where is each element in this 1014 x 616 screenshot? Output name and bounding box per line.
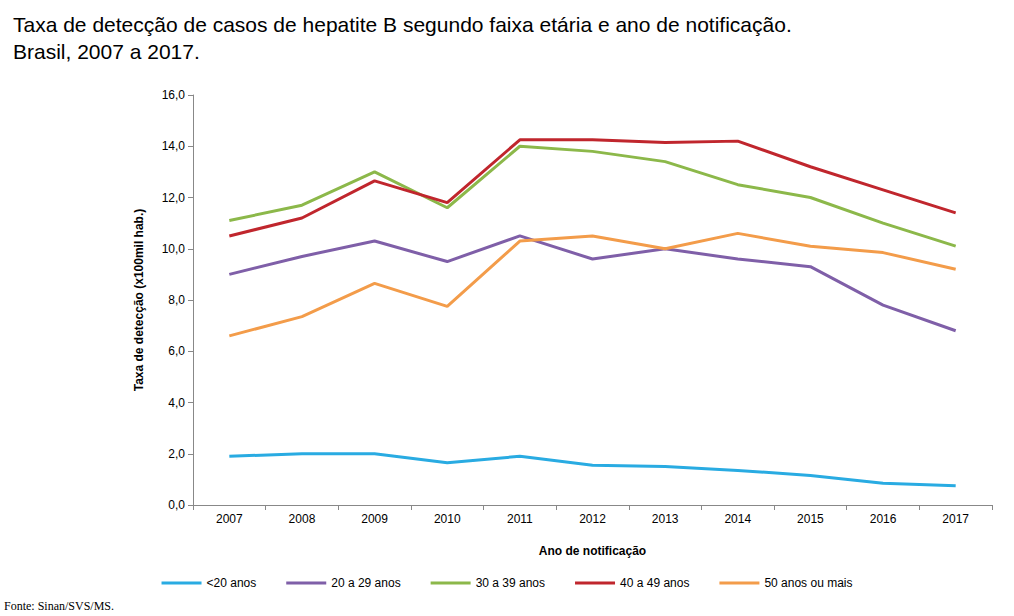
svg-text:2017: 2017 — [942, 512, 969, 526]
svg-text:2011: 2011 — [507, 512, 533, 526]
svg-text:2015: 2015 — [797, 512, 824, 526]
svg-text:Fonte: Sinan/SVS/MS.: Fonte: Sinan/SVS/MS. — [4, 599, 114, 613]
svg-text:2012: 2012 — [579, 512, 606, 526]
svg-text:Taxa de detecção de casos de h: Taxa de detecção de casos de hepatite B … — [13, 13, 792, 36]
svg-text:6,0: 6,0 — [168, 344, 185, 358]
svg-text:16,0: 16,0 — [162, 88, 186, 102]
svg-text:Ano de notificação: Ano de notificação — [539, 544, 646, 558]
svg-text:30 a 39 anos: 30 a 39 anos — [476, 576, 545, 590]
svg-text:4,0: 4,0 — [168, 396, 185, 410]
svg-text:40 a 49 anos: 40 a 49 anos — [620, 576, 689, 590]
svg-text:2016: 2016 — [870, 512, 897, 526]
svg-text:Brasil, 2007 a 2017.: Brasil, 2007 a 2017. — [13, 40, 200, 63]
svg-text:2,0: 2,0 — [168, 447, 185, 461]
svg-text:8,0: 8,0 — [168, 293, 185, 307]
svg-text:12,0: 12,0 — [162, 191, 186, 205]
svg-text:2014: 2014 — [724, 512, 751, 526]
svg-text:2008: 2008 — [289, 512, 316, 526]
svg-text:2009: 2009 — [361, 512, 388, 526]
svg-text:2013: 2013 — [652, 512, 679, 526]
svg-text:2007: 2007 — [216, 512, 243, 526]
svg-text:14,0: 14,0 — [162, 139, 186, 153]
svg-text:0,0: 0,0 — [168, 498, 185, 512]
svg-text:50 anos ou mais: 50 anos ou mais — [764, 576, 852, 590]
svg-text:<20 anos: <20 anos — [207, 576, 257, 590]
svg-text:10,0: 10,0 — [162, 242, 186, 256]
svg-text:Taxa de detecção (x100mil hab.: Taxa de detecção (x100mil hab.) — [132, 209, 146, 392]
svg-text:2010: 2010 — [434, 512, 461, 526]
svg-text:20 a 29 anos: 20 a 29 anos — [331, 576, 400, 590]
